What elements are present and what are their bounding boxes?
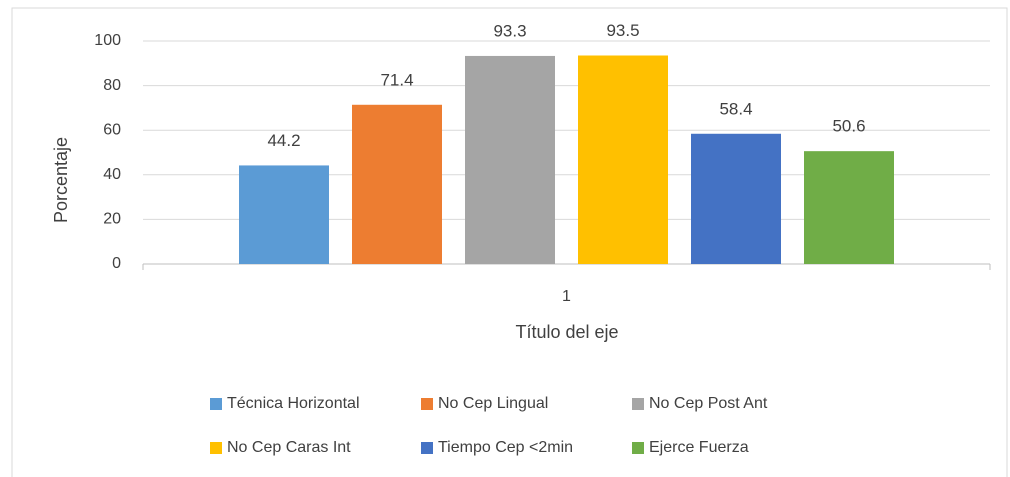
y-tick-label: 0: [112, 255, 121, 272]
data-label: 50.6: [832, 117, 865, 136]
y-tick-label: 80: [103, 77, 121, 94]
legend-label: Ejerce Fuerza: [649, 439, 749, 456]
legend-label: No Cep Caras Int: [227, 439, 351, 456]
x-tick-label: 1: [562, 288, 571, 305]
bar: [578, 55, 668, 265]
legend-swatch: [632, 442, 644, 454]
legend-label: No Cep Lingual: [438, 395, 548, 412]
bar: [239, 165, 329, 264]
y-tick-label: 40: [103, 166, 121, 183]
bar: [352, 104, 442, 264]
y-axis-title: Porcentaje: [51, 137, 71, 223]
y-tick-label: 60: [103, 121, 121, 138]
legend-swatch: [210, 398, 222, 410]
data-label: 58.4: [719, 99, 752, 118]
data-label: 71.4: [380, 70, 413, 89]
legend-label: Tiempo Cep <2min: [438, 439, 573, 456]
legend-swatch: [210, 442, 222, 454]
bar: [465, 55, 555, 264]
y-tick-label: 100: [94, 32, 121, 49]
data-label: 93.3: [493, 21, 526, 40]
legend-swatch: [421, 398, 433, 410]
bar: [691, 133, 781, 264]
y-tick-label: 20: [103, 211, 121, 228]
legend-swatch: [421, 442, 433, 454]
data-label: 93.5: [606, 21, 639, 40]
legend-swatch: [632, 398, 644, 410]
legend-label: No Cep Post Ant: [649, 395, 768, 412]
legend-label: Técnica Horizontal: [227, 395, 360, 412]
data-label: 44.2: [267, 131, 300, 150]
bar: [804, 151, 894, 264]
x-axis-title: Título del eje: [515, 322, 618, 342]
